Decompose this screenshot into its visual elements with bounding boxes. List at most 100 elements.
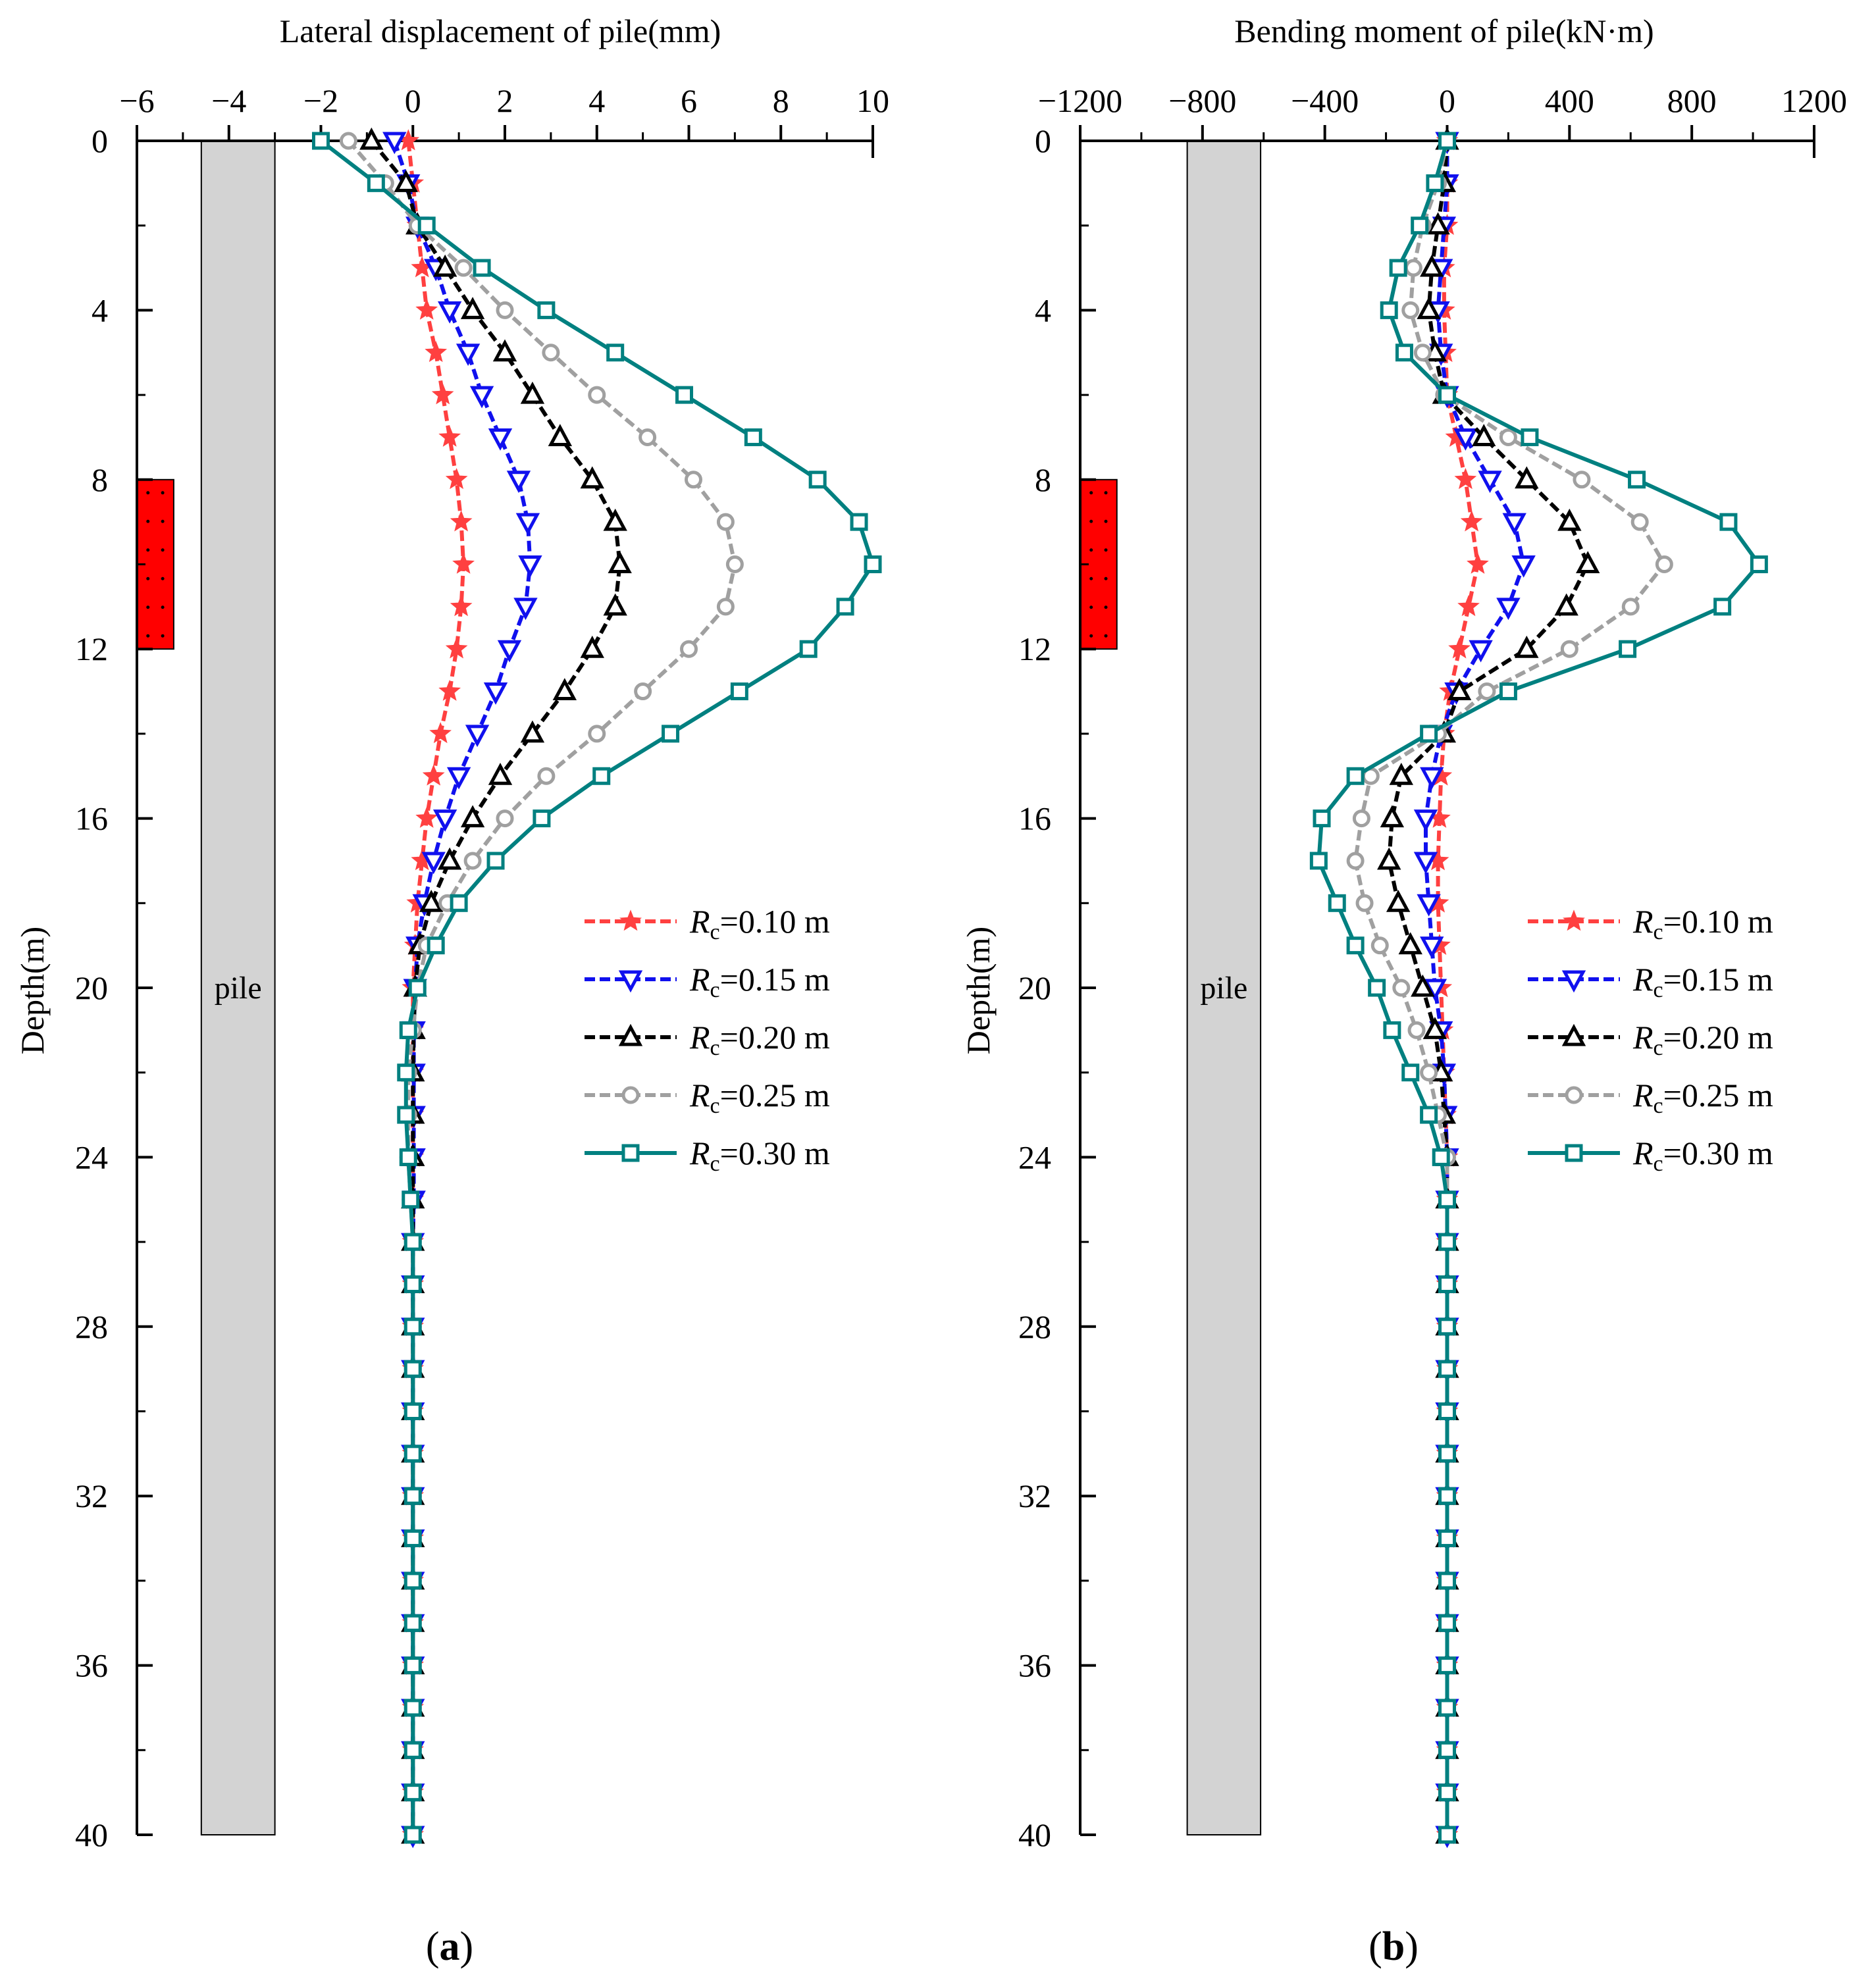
panel-b-series-3-point	[1352, 809, 1370, 828]
panel-a-y-tick-label: 20	[75, 969, 108, 1006]
panel-a-series-4-point	[404, 1529, 422, 1548]
panel-b-legend-marker	[1561, 1023, 1586, 1046]
panel-a-series-4-point	[606, 344, 625, 362]
panel-a-label: (a)	[426, 1924, 473, 1969]
panel-b-series-2-point	[1576, 551, 1600, 573]
panel-b-series-4-point	[1438, 132, 1456, 150]
panel-b-series-4-point	[1438, 386, 1456, 404]
panel-b: Bending moment of pile(kN·m) Depth(m) (b…	[960, 13, 1847, 1969]
panel-a-soil-dot	[146, 491, 150, 495]
panel-b-series-2-point	[1377, 847, 1401, 870]
panel-a-pile-label: pile	[215, 971, 262, 1006]
panel-a-series-1-point	[483, 682, 508, 705]
panel-b-series-4-point	[1346, 767, 1365, 785]
panel-b-series-4-point	[1628, 471, 1646, 489]
panel-a-series-4-point	[404, 1402, 422, 1420]
panel-a-series-0-point	[429, 722, 452, 744]
panel-b-series-4-point	[1313, 809, 1331, 828]
panel-a-series-2-point	[608, 551, 632, 573]
panel-a-series-4-point	[404, 1783, 422, 1802]
panel-a-series-2-point	[419, 890, 444, 912]
panel-a-series-4-point	[404, 1233, 422, 1251]
panel-b-pile-label: pile	[1200, 971, 1247, 1006]
panel-b-series-3-point	[1630, 513, 1649, 531]
panel-a-y-tick-label: 36	[75, 1647, 108, 1684]
panel-a-legend-label: Rc=0.30 m	[689, 1135, 830, 1176]
panel-b-series-2-point	[1380, 805, 1405, 828]
panel-a-series-0-point	[438, 425, 461, 447]
panel-a-series-4-point	[404, 1275, 422, 1293]
panel-b-series-4-point	[1420, 1106, 1438, 1124]
panel-b-y-tick-label: 16	[1018, 800, 1051, 837]
panel-b-series-3-point	[1499, 428, 1517, 446]
panel-a-series-4-point	[427, 936, 445, 955]
panel-b-series-2-point	[1557, 508, 1582, 531]
panel-a-legend-marker	[618, 970, 643, 993]
panel-a-legend-label: Rc=0.25 m	[689, 1077, 830, 1118]
panel-b-series-4-point	[1521, 428, 1539, 446]
panel-b-series-2-point	[1472, 424, 1496, 446]
panel-a-series-1-point	[465, 725, 490, 748]
panel-a-series-1-point	[432, 809, 457, 832]
panel-a-series-0-point	[425, 341, 448, 363]
panel-a-series-3-point	[634, 682, 652, 701]
panel-b-series-3-point	[1346, 852, 1365, 870]
panel-b-series-4-point	[1368, 979, 1386, 997]
panel-b-legend-label: Rc=0.25 m	[1632, 1077, 1773, 1118]
panel-b-label: (b)	[1368, 1924, 1419, 1969]
panel-b-series-4-point	[1328, 894, 1346, 912]
panel-a-series-3-point	[638, 428, 657, 446]
panel-a-series-3-point	[537, 767, 556, 785]
panel-b-series-2-point	[1515, 466, 1539, 489]
panel-a-series-2-point	[603, 593, 627, 616]
panel-a-series-4-point	[675, 386, 694, 404]
panel-b-x-tick-label: 400	[1545, 82, 1594, 119]
panel-b-x-tick-label: −1200	[1038, 82, 1122, 119]
panel-a-legend-marker	[618, 1023, 643, 1046]
panel-b-series-4-point	[1438, 1783, 1456, 1802]
panel-a-soil-dot	[161, 548, 165, 552]
panel-a-soil-dot	[161, 634, 165, 638]
panel-b-title: Bending moment of pile(kN·m)	[1234, 13, 1654, 49]
panel-a-series-3-point	[684, 471, 702, 489]
panel-a-series-4-point	[404, 1318, 422, 1336]
panel-b-series-3-point	[1370, 936, 1389, 955]
panel-b-series-1-point	[1413, 809, 1438, 832]
panel-a-soil-dot	[146, 577, 150, 580]
panel-b-series-4-point	[1411, 217, 1429, 235]
panel-a-legend-entry-4: Rc=0.30 m	[585, 1135, 830, 1176]
panel-b-series-4-point	[1383, 1021, 1401, 1039]
panel-b-series-4-point	[1438, 1402, 1456, 1420]
panel-b-series-1-point	[1511, 555, 1536, 578]
panel-a-ylabel: Depth(m)	[14, 927, 51, 1054]
panel-a-x-tick-label: 0	[405, 82, 421, 119]
panel-a-series-3-point	[496, 301, 514, 319]
panel-a-series-4-point	[799, 640, 818, 658]
panel-b-series-1-point	[1502, 513, 1526, 536]
panel-a-soil-dot	[146, 605, 150, 609]
panel-b-legend-marker	[1563, 910, 1585, 931]
panel-b-x-tick-label: −800	[1168, 82, 1236, 119]
panel-b-series-4-point	[1438, 1529, 1456, 1548]
panel-b-series-3	[1346, 132, 1673, 1844]
panel-a-series-4-point	[312, 132, 330, 150]
panel-a-y-tick-label: 32	[75, 1477, 108, 1514]
panel-a-series-3-point	[454, 259, 473, 277]
panel-b-series-4-point	[1432, 1148, 1450, 1166]
panel-a-series-3-point	[716, 513, 735, 531]
panel-b-series-4-point	[1750, 555, 1768, 573]
panel-a-series-4-point	[850, 513, 868, 531]
panel-b-soil-dot	[1089, 519, 1093, 523]
panel-b-ylabel: Depth(m)	[960, 927, 997, 1054]
panel-a-series-2-point	[437, 847, 462, 870]
panel-a-soil-dot	[146, 634, 150, 638]
panel-a-series-0-point	[445, 468, 468, 490]
panel-a-pile	[200, 140, 276, 1835]
panel-a-y-tick-label: 4	[91, 292, 108, 328]
panel-a-series-3-point	[496, 809, 514, 828]
panel-a-series-4-point	[367, 174, 385, 192]
panel-b-series-3-point	[1407, 1021, 1426, 1039]
panel-a-series-2-point	[520, 381, 545, 404]
panel-a-series-1-point	[506, 471, 531, 494]
